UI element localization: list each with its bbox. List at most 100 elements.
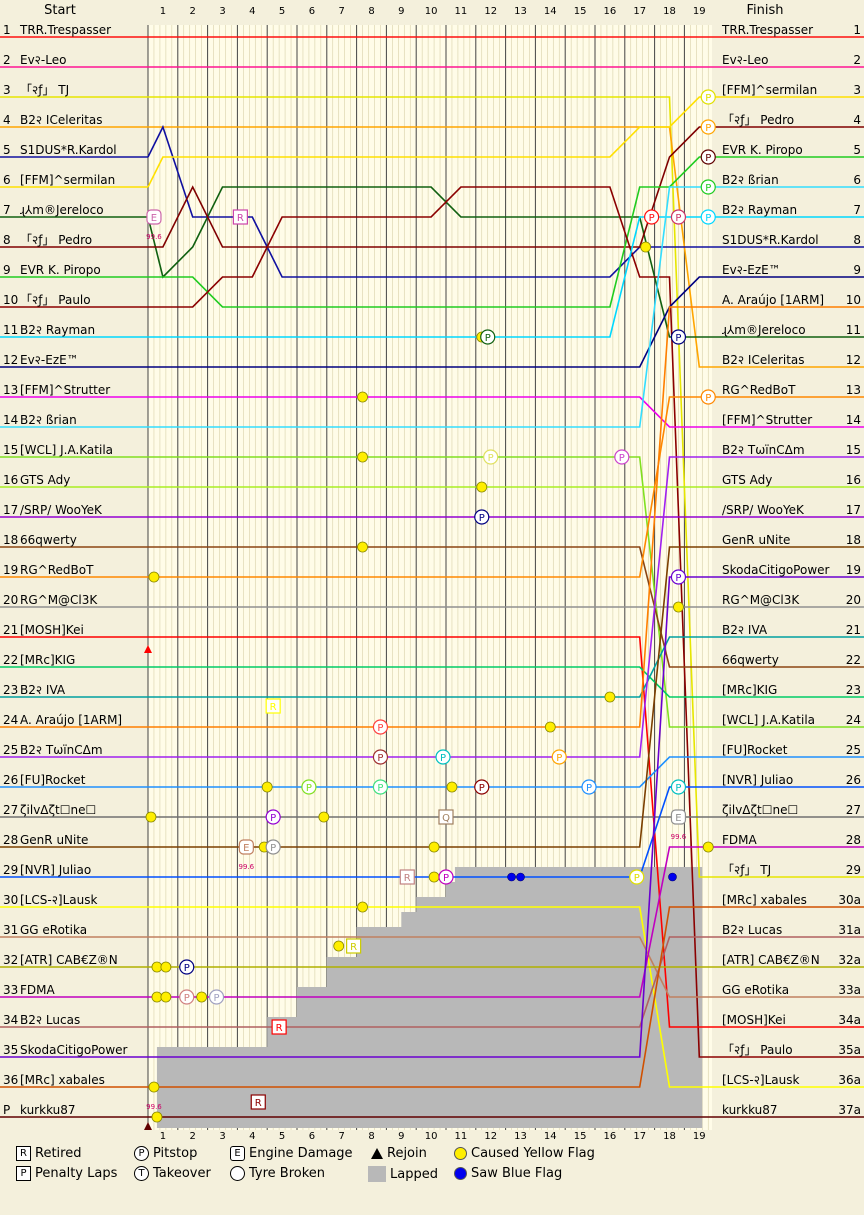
- marker-label: E: [675, 813, 681, 824]
- lap-number-bottom: 11: [455, 1131, 468, 1142]
- finish-position-number: 31a: [838, 923, 861, 937]
- driver-line: [148, 666, 712, 698]
- start-position-number: 14: [3, 413, 18, 427]
- marker-label: P: [705, 93, 711, 104]
- marker-label: R: [255, 1098, 262, 1109]
- finish-position-number: 14: [846, 413, 861, 427]
- driver-line: [148, 456, 712, 728]
- marker-label: P: [675, 783, 681, 794]
- pitstop-icon: [670, 779, 687, 795]
- legend-takeover-label: Takeover: [153, 1166, 211, 1181]
- rejoin-icon: [371, 1148, 383, 1159]
- yellow-flag-icon: [160, 991, 172, 1003]
- start-position-number: 22: [3, 653, 18, 667]
- lap-number-top: 7: [339, 6, 345, 17]
- finish-driver-name: [FFM]^Strutter: [722, 413, 812, 427]
- driver-line: [148, 126, 712, 368]
- finish-position-number: 13: [846, 383, 861, 397]
- start-driver-name: SkodaCitigoPower: [20, 1043, 128, 1057]
- lap-number-top: 1: [160, 6, 166, 17]
- pitstop-icon: [670, 329, 687, 345]
- pitstop-icon: [372, 749, 389, 765]
- finish-position-number: 8: [853, 233, 861, 247]
- marker-label: R: [350, 942, 357, 953]
- finish-position-number: 25: [846, 743, 861, 757]
- marker-label: P: [479, 513, 485, 524]
- marker-label: P: [488, 453, 494, 464]
- lap-number-top: 14: [544, 6, 557, 17]
- start-driver-name: B2२ IVA: [20, 683, 66, 697]
- yellow-flag-icon: [357, 541, 368, 553]
- damage-percent-label: 99.6: [239, 863, 255, 871]
- start-driver-name: FDMA: [20, 983, 55, 997]
- start-position-number: 23: [3, 683, 18, 697]
- lap-number-bottom: 6: [309, 1131, 315, 1142]
- start-position-number: 32: [3, 953, 18, 967]
- start-position-number: 17: [3, 503, 18, 517]
- start-header: Start: [44, 3, 76, 18]
- driver-line: [148, 756, 712, 788]
- legend: R Retired P Penalty Laps P Pitstop T Tak…: [16, 1146, 856, 1212]
- start-position-number: 13: [3, 383, 18, 397]
- pitstop-icon: [208, 989, 225, 1005]
- start-position-number: 18: [3, 533, 18, 547]
- start-position-number: 2: [3, 53, 11, 67]
- finish-driver-name: GenR uNite: [722, 533, 790, 547]
- finish-position-number: 23: [846, 683, 861, 697]
- driver-line: [148, 96, 712, 878]
- pitstop-icon: [700, 89, 716, 105]
- finish-position-number: 17: [846, 503, 861, 517]
- lap-number-bottom: 19: [693, 1131, 706, 1142]
- pitstop-icon: [700, 389, 716, 405]
- pitstop-icon: [614, 449, 630, 465]
- lap-number-bottom: 7: [339, 1131, 345, 1142]
- finish-driver-name: ζilvΔζt☐ne☐: [722, 803, 798, 817]
- lap-number-bottom: 9: [398, 1131, 404, 1142]
- finish-position-number: 11: [846, 323, 861, 337]
- finish-position-number: 5: [853, 143, 861, 157]
- finish-driver-name: 「२ƒ」 Paulo: [722, 1043, 793, 1057]
- lap-number-bottom: 17: [633, 1131, 646, 1142]
- yellow-flag-icon: [145, 811, 157, 823]
- start-driver-name: B2२ ICeleritas: [20, 113, 103, 127]
- finish-position-number: 16: [846, 473, 861, 487]
- start-driver-name: A. Araújo [1ARM]: [20, 713, 122, 727]
- driver-line: [148, 546, 712, 668]
- lap-number-top: 18: [663, 6, 676, 17]
- yellow-flag-icon: [446, 781, 458, 793]
- finish-position-number: 1: [853, 23, 861, 37]
- finish-driver-name: B2२ ßrian: [722, 173, 779, 187]
- start-position-number: 7: [3, 203, 11, 217]
- finish-position-number: 29: [846, 863, 861, 877]
- pitstop-icon: [179, 959, 195, 975]
- lap-number-top: 10: [425, 6, 438, 17]
- lap-number-bottom: 1: [160, 1131, 166, 1142]
- lap-number-bottom: 5: [279, 1131, 285, 1142]
- legend-yellow: Caused Yellow Flag: [454, 1146, 595, 1161]
- driver-line: [148, 906, 712, 1088]
- finish-driver-name: SkodaCitigoPower: [722, 563, 830, 577]
- legend-blue: Saw Blue Flag: [454, 1166, 562, 1181]
- finish-position-number: 10: [846, 293, 861, 307]
- lap-number-bottom: 12: [484, 1131, 497, 1142]
- legend-rejoin-label: Rejoin: [387, 1146, 427, 1161]
- start-driver-name: [WCL] J.A.Katila: [20, 443, 113, 457]
- yellow-flag-icon: [357, 451, 368, 463]
- start-position-number: 19: [3, 563, 18, 577]
- finish-header: Finish: [746, 3, 783, 18]
- lap-number-top: 6: [309, 6, 315, 17]
- marker-label: P: [705, 153, 711, 164]
- pitstop-icon: [265, 809, 281, 825]
- legend-rejoin: Rejoin: [371, 1146, 427, 1161]
- lap-number-bottom: 16: [604, 1131, 617, 1142]
- driver-line: [148, 456, 712, 758]
- start-position-number: 31: [3, 923, 18, 937]
- driver-line: [147, 96, 712, 188]
- race-position-chart: R R R R R R Q E E E P P P P P P P P P P P P P P P P P P P P P P P P P P P P P P…: [0, 3, 864, 1142]
- finish-position-number: 15: [846, 443, 861, 457]
- driver-line: [148, 576, 712, 1058]
- start-driver-name: /SRP/ WooYeK: [20, 503, 103, 517]
- lap-number-bottom: 10: [425, 1131, 438, 1142]
- start-position-number: 35: [3, 1043, 18, 1057]
- legend-engine: E Engine Damage: [230, 1146, 353, 1161]
